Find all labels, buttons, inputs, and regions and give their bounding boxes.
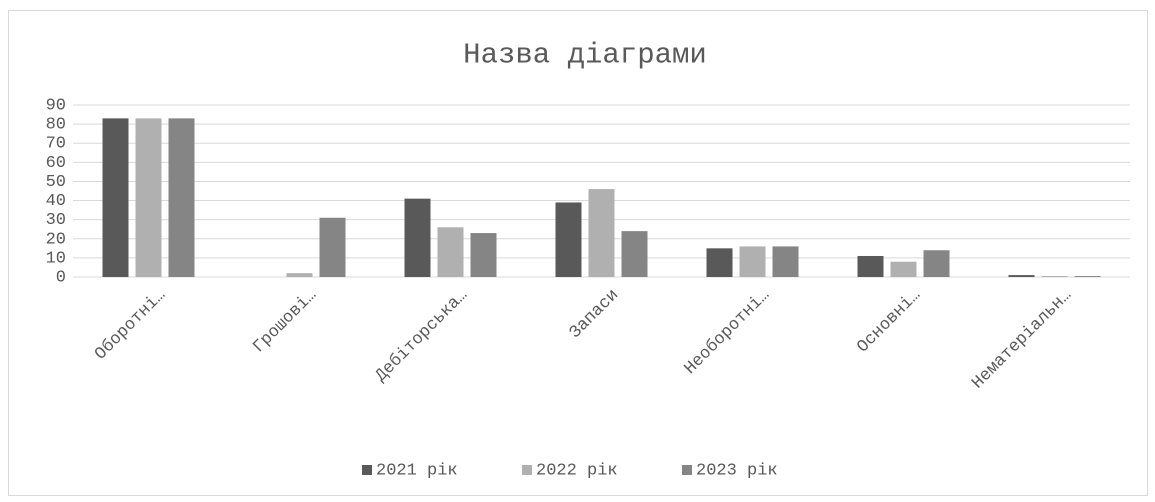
bar — [706, 248, 733, 277]
y-tick-label: 20 — [46, 230, 66, 249]
bar — [1074, 276, 1101, 277]
bar — [168, 118, 195, 277]
legend-swatch — [522, 465, 532, 475]
legend-swatch — [682, 465, 692, 475]
legend-swatch — [362, 465, 372, 475]
y-tick-label: 40 — [46, 192, 66, 211]
bar — [857, 255, 884, 277]
y-tick-label: 30 — [46, 211, 66, 230]
bar — [102, 118, 129, 277]
y-tick-label: 10 — [46, 249, 66, 268]
bar — [286, 273, 313, 277]
bar — [1041, 276, 1068, 277]
bar — [739, 246, 766, 277]
bar — [1008, 275, 1035, 277]
bar — [923, 250, 950, 277]
bar — [772, 246, 799, 277]
y-tick-label: 50 — [46, 173, 66, 192]
y-tick-label: 60 — [46, 154, 66, 173]
bar — [437, 227, 464, 277]
legend-label: 2021 рік — [376, 461, 458, 480]
legend-label: 2022 рік — [536, 461, 618, 480]
bar — [555, 202, 582, 277]
bar — [890, 261, 917, 277]
y-tick-label: 80 — [46, 116, 66, 135]
chart-title: Назва діаграми — [463, 39, 707, 72]
y-tick-label: 70 — [46, 135, 66, 154]
bar — [588, 189, 615, 277]
bar — [404, 198, 431, 277]
y-tick-label: 90 — [46, 96, 66, 115]
y-tick-label: 0 — [56, 268, 66, 287]
bar — [621, 231, 648, 277]
legend-label: 2023 рік — [696, 461, 778, 480]
bar — [319, 217, 346, 277]
bar — [135, 118, 162, 277]
bar — [470, 233, 497, 277]
